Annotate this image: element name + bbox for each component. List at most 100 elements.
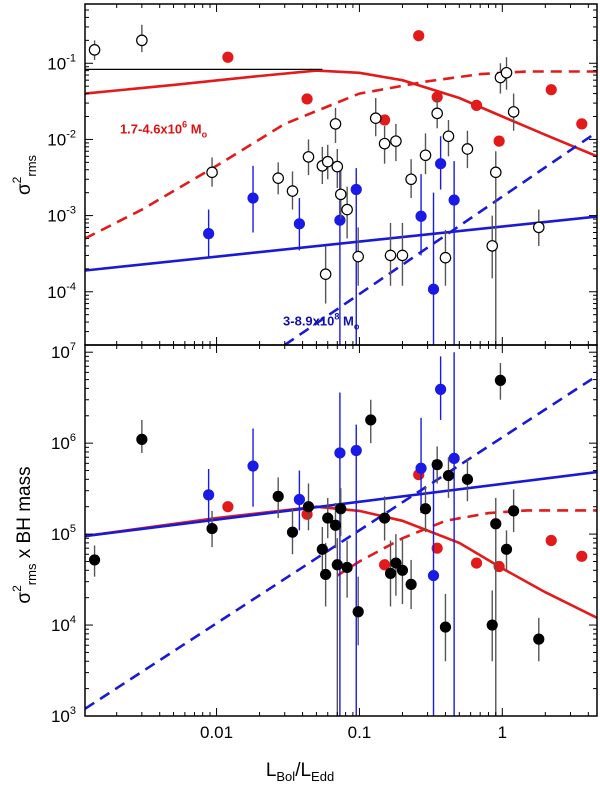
data-point <box>384 249 397 262</box>
data-point <box>384 567 397 579</box>
data-point <box>576 118 588 130</box>
data-point <box>461 473 474 485</box>
data-point <box>405 173 417 186</box>
plot-frame <box>84 344 598 717</box>
plot-area <box>85 352 597 716</box>
model-curve-red-solid-model <box>85 69 597 158</box>
data-point <box>448 452 460 464</box>
data-point <box>532 221 545 234</box>
data-point <box>247 192 259 204</box>
data-point <box>302 151 315 163</box>
data-point <box>507 106 520 118</box>
bottom-panel: 0.01 0.1 1 103 104 105 106 107 <box>51 341 598 742</box>
data-point <box>390 557 402 569</box>
mass-annotation: 3-8.9x108 Mo <box>283 312 360 332</box>
data-point <box>500 66 513 79</box>
data-point <box>413 30 425 42</box>
model-curve-red-dashed-model <box>85 70 597 240</box>
data-point <box>533 633 545 645</box>
model-curve-blue-solid-model <box>85 215 597 272</box>
data-point <box>489 166 502 179</box>
data-point <box>331 160 344 173</box>
data-point <box>378 559 391 571</box>
data-point <box>334 214 346 226</box>
model-curve-blue-dashed-model <box>85 374 597 710</box>
data-point <box>545 534 557 547</box>
data-point <box>369 112 382 125</box>
y-tick-label: 103 <box>51 705 76 726</box>
data-point <box>293 218 305 230</box>
plot-area <box>85 24 597 345</box>
data-point <box>247 460 259 472</box>
data-point <box>435 383 447 395</box>
data-point <box>136 34 148 47</box>
data-point <box>486 619 498 631</box>
data-point <box>334 447 346 459</box>
y-tick-label: 105 <box>51 523 76 544</box>
data-point <box>203 489 215 501</box>
data-point <box>341 561 353 574</box>
data-point <box>431 107 443 120</box>
data-point <box>302 501 315 513</box>
top-panel: 10-4 10-3 10-2 10-1 1.7-4.6x106 Mo 3-8.9x108 … <box>47 3 598 346</box>
data-point <box>329 118 342 130</box>
data-point <box>419 149 432 162</box>
data-point <box>341 203 353 216</box>
x-tick-label: 0.01 <box>200 723 233 742</box>
data-point <box>470 99 483 111</box>
data-point <box>321 155 334 168</box>
y-tick-label: 10-2 <box>47 128 76 149</box>
y-tick-label: 10-1 <box>47 52 76 73</box>
data-point <box>206 522 218 535</box>
data-point <box>203 228 215 240</box>
data-point <box>461 143 474 155</box>
data-point <box>350 183 362 196</box>
data-point <box>331 559 343 571</box>
data-point <box>352 606 364 618</box>
data-point <box>320 568 332 581</box>
data-point <box>419 503 432 515</box>
data-point <box>378 137 391 150</box>
data-point <box>222 51 234 63</box>
data-point <box>431 459 443 471</box>
data-point <box>439 621 452 633</box>
y-tick-label: 10-3 <box>47 205 76 226</box>
data-point <box>427 569 440 582</box>
data-point <box>442 130 455 143</box>
data-point <box>494 374 507 386</box>
data-point <box>500 543 513 555</box>
data-point <box>272 172 284 184</box>
data-point <box>319 268 332 281</box>
data-point <box>490 518 502 530</box>
y-tick-label: 10-4 <box>47 281 76 302</box>
data-point <box>334 188 347 201</box>
y-tick-label: 107 <box>51 341 76 362</box>
data-point <box>439 251 452 264</box>
top-y-axis-label: σ2rms <box>10 154 39 195</box>
data-point <box>545 84 557 96</box>
y-tick-label: 106 <box>51 432 76 453</box>
data-point <box>508 505 520 517</box>
data-point <box>427 283 440 295</box>
bottom-y-axis-label: σ2rms x BH mass <box>10 466 39 603</box>
data-point <box>293 493 305 506</box>
data-point <box>415 462 427 474</box>
data-point <box>286 185 299 197</box>
data-point <box>365 414 377 426</box>
data-point <box>470 557 483 569</box>
data-point <box>316 543 328 555</box>
x-tick-label: 1 <box>498 723 507 742</box>
data-point <box>88 44 101 56</box>
data-point <box>493 560 505 573</box>
data-point <box>405 578 417 590</box>
data-point <box>396 564 409 576</box>
data-point <box>301 93 313 105</box>
data-point <box>378 512 391 524</box>
data-point <box>486 240 499 252</box>
data-point <box>335 503 347 515</box>
data-point <box>286 526 299 538</box>
data-point <box>415 210 427 222</box>
data-point <box>431 542 443 554</box>
data-point <box>136 433 148 445</box>
